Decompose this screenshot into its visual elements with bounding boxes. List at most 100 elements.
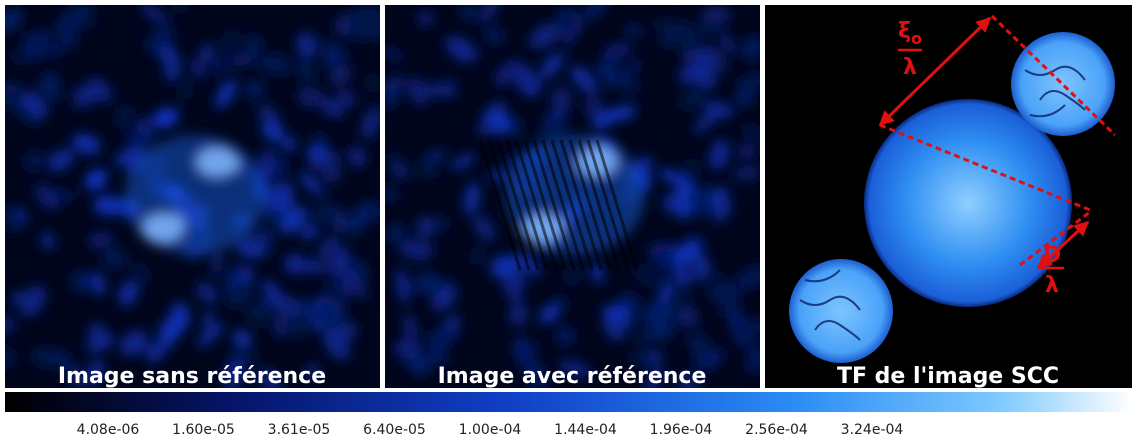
speckle: [35, 184, 60, 210]
speckle: [328, 246, 350, 276]
speckle: [570, 65, 597, 93]
speckle: [396, 268, 410, 304]
speckle: [703, 101, 734, 119]
speckle: [190, 57, 206, 80]
speckle: [558, 360, 592, 377]
annotation: ξ: [898, 19, 911, 44]
speckle: [681, 33, 700, 51]
speckle: [91, 272, 106, 296]
speckle: [273, 307, 289, 339]
speckle: [618, 291, 642, 310]
speckle: [479, 5, 500, 23]
speckle: [592, 107, 624, 129]
speckle: [602, 306, 628, 321]
speckle: [73, 85, 86, 110]
speckle: [399, 238, 435, 261]
colorbar-tick-label: 3.24e-04: [840, 422, 904, 438]
speckle: [555, 325, 575, 347]
speckle: [494, 59, 523, 87]
speckle: [271, 127, 284, 143]
speckle: [410, 354, 432, 377]
speckle: [658, 278, 674, 310]
speckle: [258, 148, 275, 184]
speckle: [306, 363, 320, 381]
speckle: [245, 80, 265, 100]
speckle: [471, 247, 483, 266]
speckle: [509, 305, 528, 327]
speckle: [257, 104, 278, 123]
speckle: [417, 10, 434, 27]
fringe: [595, 139, 639, 271]
speckle: [119, 330, 148, 356]
speckle: [85, 169, 108, 191]
speckle: [31, 346, 62, 368]
speckle: [321, 99, 344, 118]
speckle: [734, 318, 760, 339]
speckle: [118, 280, 139, 306]
fringes: [478, 139, 639, 271]
speckle: [674, 240, 699, 265]
central-peak: [864, 99, 1072, 307]
colorbar-tick-label: 1.60e-05: [172, 422, 235, 438]
speckle: [140, 5, 168, 25]
fringe: [550, 139, 594, 271]
speckle: [645, 365, 663, 388]
speckle: [325, 276, 347, 292]
speckle: [601, 57, 619, 90]
speckle: [296, 32, 317, 58]
speckle: [243, 231, 273, 251]
speckle: [385, 186, 401, 201]
colorbar-tick-label: 4.08e-06: [76, 422, 140, 438]
speckle: [714, 198, 732, 223]
speckle: [484, 26, 504, 45]
speckle: [225, 281, 254, 308]
speckle: [675, 265, 691, 288]
fringe: [523, 139, 567, 271]
fringe: [568, 139, 612, 271]
speckle: [678, 90, 707, 110]
speckle: [693, 336, 712, 359]
speckle: [415, 216, 435, 237]
speckle: [425, 328, 452, 351]
speckle: [306, 145, 330, 161]
speckle: [646, 350, 664, 364]
speckle: [334, 13, 355, 37]
halo: [125, 135, 265, 255]
speckle: [658, 169, 689, 186]
speckle: [735, 90, 753, 108]
speckle: [5, 83, 22, 95]
speckle: [228, 53, 256, 67]
speckle: [701, 5, 731, 25]
colorbar-tick-label: 1.00e-04: [458, 422, 522, 438]
colorbar-tick-label: 1.44e-04: [554, 422, 617, 438]
speckle: [47, 149, 74, 172]
speckle: [732, 166, 760, 181]
colorbar-tick-label: 6.40e-05: [363, 422, 426, 438]
speckle: [341, 269, 357, 301]
speckle: [87, 232, 114, 248]
speckle: [602, 42, 633, 60]
speckle: [5, 206, 20, 233]
speckle: [490, 257, 508, 276]
speckle: [367, 72, 379, 93]
speckle: [196, 282, 217, 303]
speckle: [298, 172, 324, 196]
speckle: [347, 209, 367, 236]
speckle: [633, 266, 662, 287]
speckle: [348, 146, 367, 168]
speckle: [215, 79, 237, 108]
speckle: [296, 88, 327, 108]
fringe: [559, 139, 603, 271]
speckle: [9, 51, 28, 63]
speckle: [280, 206, 307, 234]
speckle: [473, 214, 495, 242]
fringe: [478, 139, 522, 271]
speckle: [619, 58, 642, 82]
speckle: [5, 316, 15, 334]
speckle: [677, 66, 703, 84]
speckle: [445, 36, 478, 63]
speckle: [385, 46, 405, 62]
speckle: [742, 34, 760, 62]
speckle: [38, 78, 62, 102]
speckle: [72, 271, 91, 293]
